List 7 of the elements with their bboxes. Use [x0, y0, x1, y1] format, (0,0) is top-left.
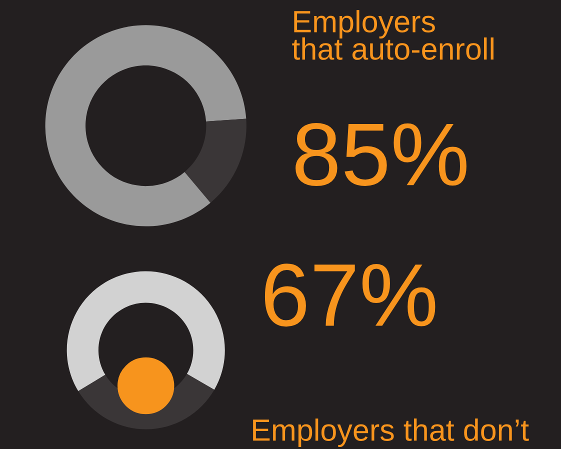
data-label: 67%	[264, 264, 436, 327]
donut-slice	[184, 118, 246, 203]
chart-title: Employers that auto-enroll	[292, 10, 494, 60]
donut-slice	[45, 25, 246, 226]
donut-slice	[66, 271, 225, 392]
data-label: 85%	[296, 123, 466, 186]
text: Employers that don’t	[253, 418, 529, 448]
